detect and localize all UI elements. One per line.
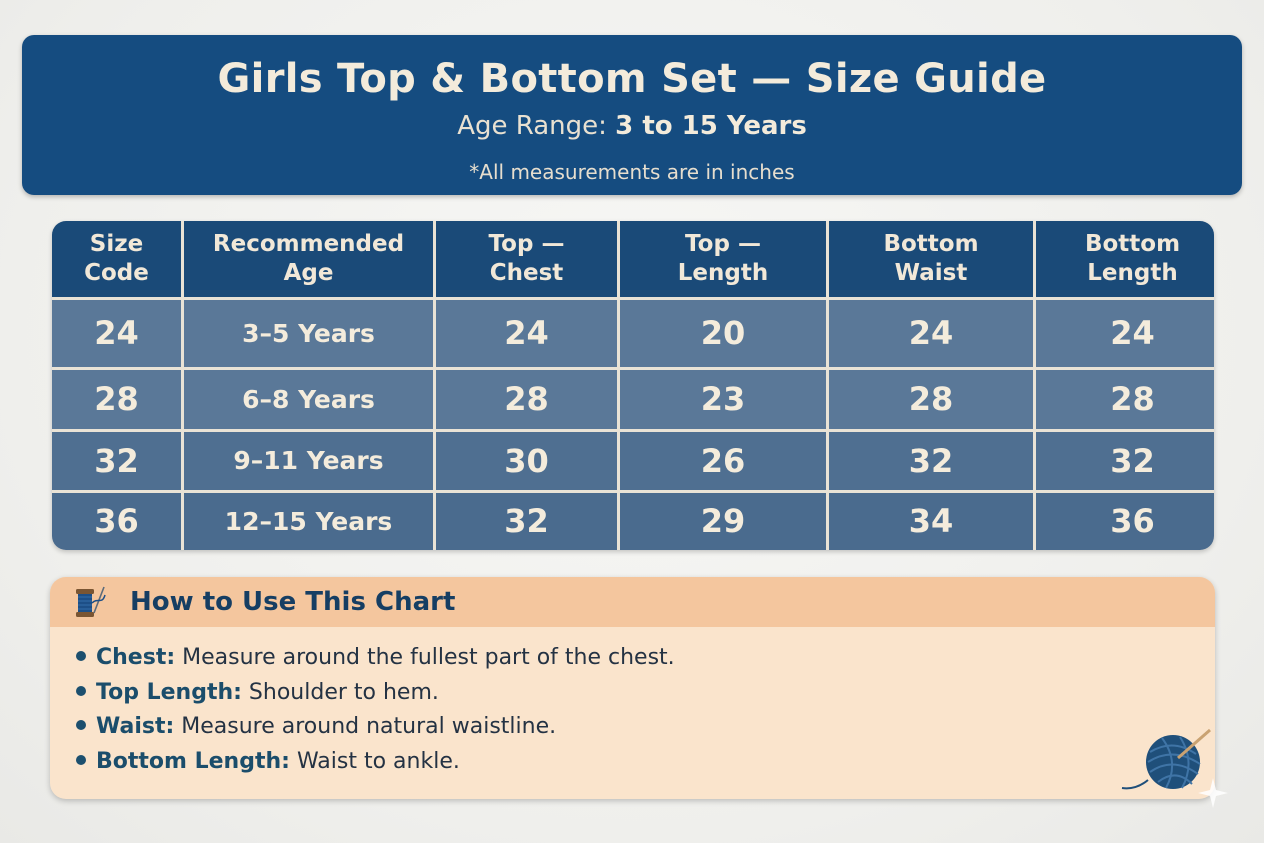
cell-top-chest: 24 <box>436 300 617 367</box>
list-item: Waist: Measure around natural waistline. <box>76 710 675 745</box>
bullet-icon <box>76 720 86 730</box>
table-row: 24 3–5 Years 24 20 24 24 <box>52 300 1214 367</box>
cell-bottom-length: 28 <box>1036 369 1214 430</box>
cell-bottom-waist: 28 <box>829 369 1033 430</box>
page-title: Girls Top & Bottom Set — Size Guide <box>217 56 1047 102</box>
cell-size-code: 36 <box>52 492 181 550</box>
column-header-bottom-length: Bottom Length <box>1036 221 1214 297</box>
size-table: Size Code Recommended Age Top — Chest Top —… <box>52 221 1214 550</box>
cell-bottom-length: 32 <box>1036 432 1214 490</box>
age-range-value: 3 to 15 Years <box>615 111 807 141</box>
list-item: Bottom Length: Waist to ankle. <box>76 745 675 780</box>
bullet-icon <box>76 685 86 696</box>
yarn-ball-icon <box>1121 728 1211 790</box>
age-range-label: Age Range: <box>457 111 607 141</box>
list-item: Chest: Measure around the fullest part o… <box>76 641 675 676</box>
cell-bottom-waist: 24 <box>829 300 1033 367</box>
cell-top-length: 26 <box>620 432 826 490</box>
cell-recommended-age: 3–5 Years <box>184 300 433 367</box>
cell-recommended-age: 12–15 Years <box>184 492 433 550</box>
bullet-icon <box>76 754 86 765</box>
column-header-size-code: Size Code <box>52 221 181 297</box>
table-row: 28 6–8 Years 28 23 28 28 <box>52 369 1214 430</box>
table-header-row: Size Code Recommended Age Top — Chest Top —… <box>52 221 1214 297</box>
cell-top-chest: 30 <box>436 432 617 490</box>
how-to-use-title: How to Use This Chart <box>130 587 456 617</box>
cell-recommended-age: 9–11 Years <box>184 432 433 490</box>
cell-bottom-length: 36 <box>1036 492 1214 550</box>
cell-recommended-age: 6–8 Years <box>184 369 433 430</box>
cell-top-chest: 32 <box>436 492 617 550</box>
bullet-icon <box>76 651 86 661</box>
cell-top-chest: 28 <box>436 369 617 430</box>
cell-size-code: 24 <box>52 300 181 367</box>
how-to-use-panel: How to Use This Chart Chest: Measure aro… <box>50 577 1215 799</box>
size-table-container: Size Code Recommended Age Top — Chest Top —… <box>52 221 1214 550</box>
how-to-use-header <box>50 577 1215 627</box>
cell-bottom-length: 24 <box>1036 300 1214 367</box>
column-header-recommended-age: Recommended Age <box>184 221 433 297</box>
cell-bottom-waist: 34 <box>829 492 1033 550</box>
thread-spool-icon <box>76 586 106 617</box>
column-header-bottom-waist: Bottom Waist <box>829 221 1033 297</box>
cell-top-length: 29 <box>620 492 826 550</box>
cell-size-code: 32 <box>52 432 181 490</box>
header-banner: Girls Top & Bottom Set — Size Guide Age … <box>22 35 1242 195</box>
table-row: 32 9–11 Years 30 26 32 32 <box>52 432 1214 490</box>
cell-bottom-waist: 32 <box>829 432 1033 490</box>
column-header-top-chest: Top — Chest <box>436 221 617 297</box>
cell-top-length: 20 <box>620 300 826 367</box>
table-row: 36 12–15 Years 32 29 34 36 <box>52 492 1214 550</box>
how-to-use-list: Chest: Measure around the fullest part o… <box>76 641 675 779</box>
age-range: Age Range: 3 to 15 Years <box>22 109 1242 143</box>
measurement-note: *All measurements are in inches <box>469 160 795 184</box>
cell-size-code: 28 <box>52 369 181 430</box>
list-item: Top Length: Shoulder to hem. <box>76 676 675 711</box>
column-header-top-length: Top — Length <box>620 221 826 297</box>
sparkle-icon <box>1198 778 1228 808</box>
cell-top-length: 23 <box>620 369 826 430</box>
